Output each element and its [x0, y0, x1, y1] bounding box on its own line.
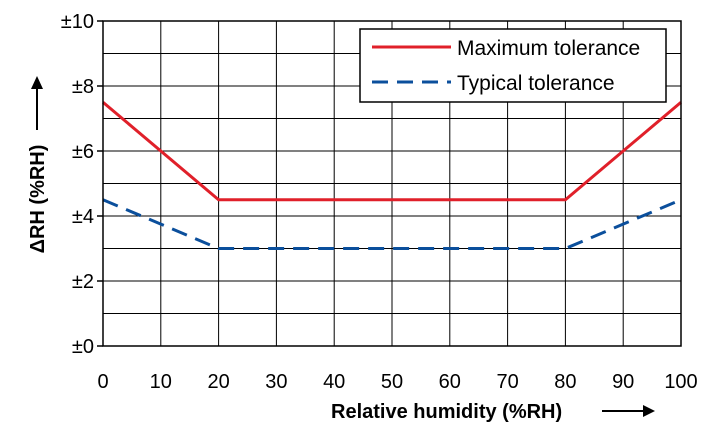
legend-label-typical: Typical tolerance [457, 72, 615, 95]
x-tick-label: 20 [207, 371, 229, 393]
series-line-maximum [102, 101, 682, 202]
series-line-typical [102, 198, 682, 250]
y-tick-label: ±6 [72, 141, 94, 163]
x-tick-label: 0 [97, 371, 108, 393]
x-tick-label: 70 [496, 371, 518, 393]
x-tick-label: 50 [381, 371, 403, 393]
y-axis-arrow-icon [31, 76, 43, 130]
x-tick-label: 10 [150, 371, 172, 393]
y-tick-label: ±2 [72, 271, 94, 293]
plot-frame [102, 20, 682, 347]
y-tick-label: ±4 [72, 206, 94, 228]
y-tick-label: ±8 [72, 76, 94, 98]
x-tick-labels: 0 10 20 30 40 50 60 70 80 90 100 [97, 371, 697, 393]
x-tick-label: 90 [612, 371, 634, 393]
legend-label-maximum: Maximum tolerance [457, 37, 640, 60]
legend: Maximum tolerance Typical tolerance [359, 28, 667, 103]
legend-box [359, 28, 667, 103]
x-tick-label: 100 [664, 371, 697, 393]
x-tick-label: 30 [265, 371, 287, 393]
x-tick-label: 80 [554, 371, 576, 393]
plot-series [102, 101, 682, 250]
y-axis-title: ΔRH (%RH) [27, 145, 49, 254]
y-tick-label: ±10 [61, 11, 94, 33]
y-tick-label: ±0 [72, 336, 94, 358]
x-axis-arrow-icon [602, 405, 655, 417]
x-axis-title: Relative humidity (%RH) [331, 401, 562, 423]
x-tick-label: 40 [323, 371, 345, 393]
y-tick-labels: ±0 ±2 ±4 ±6 ±8 ±10 [61, 11, 103, 358]
x-tick-label: 60 [439, 371, 461, 393]
